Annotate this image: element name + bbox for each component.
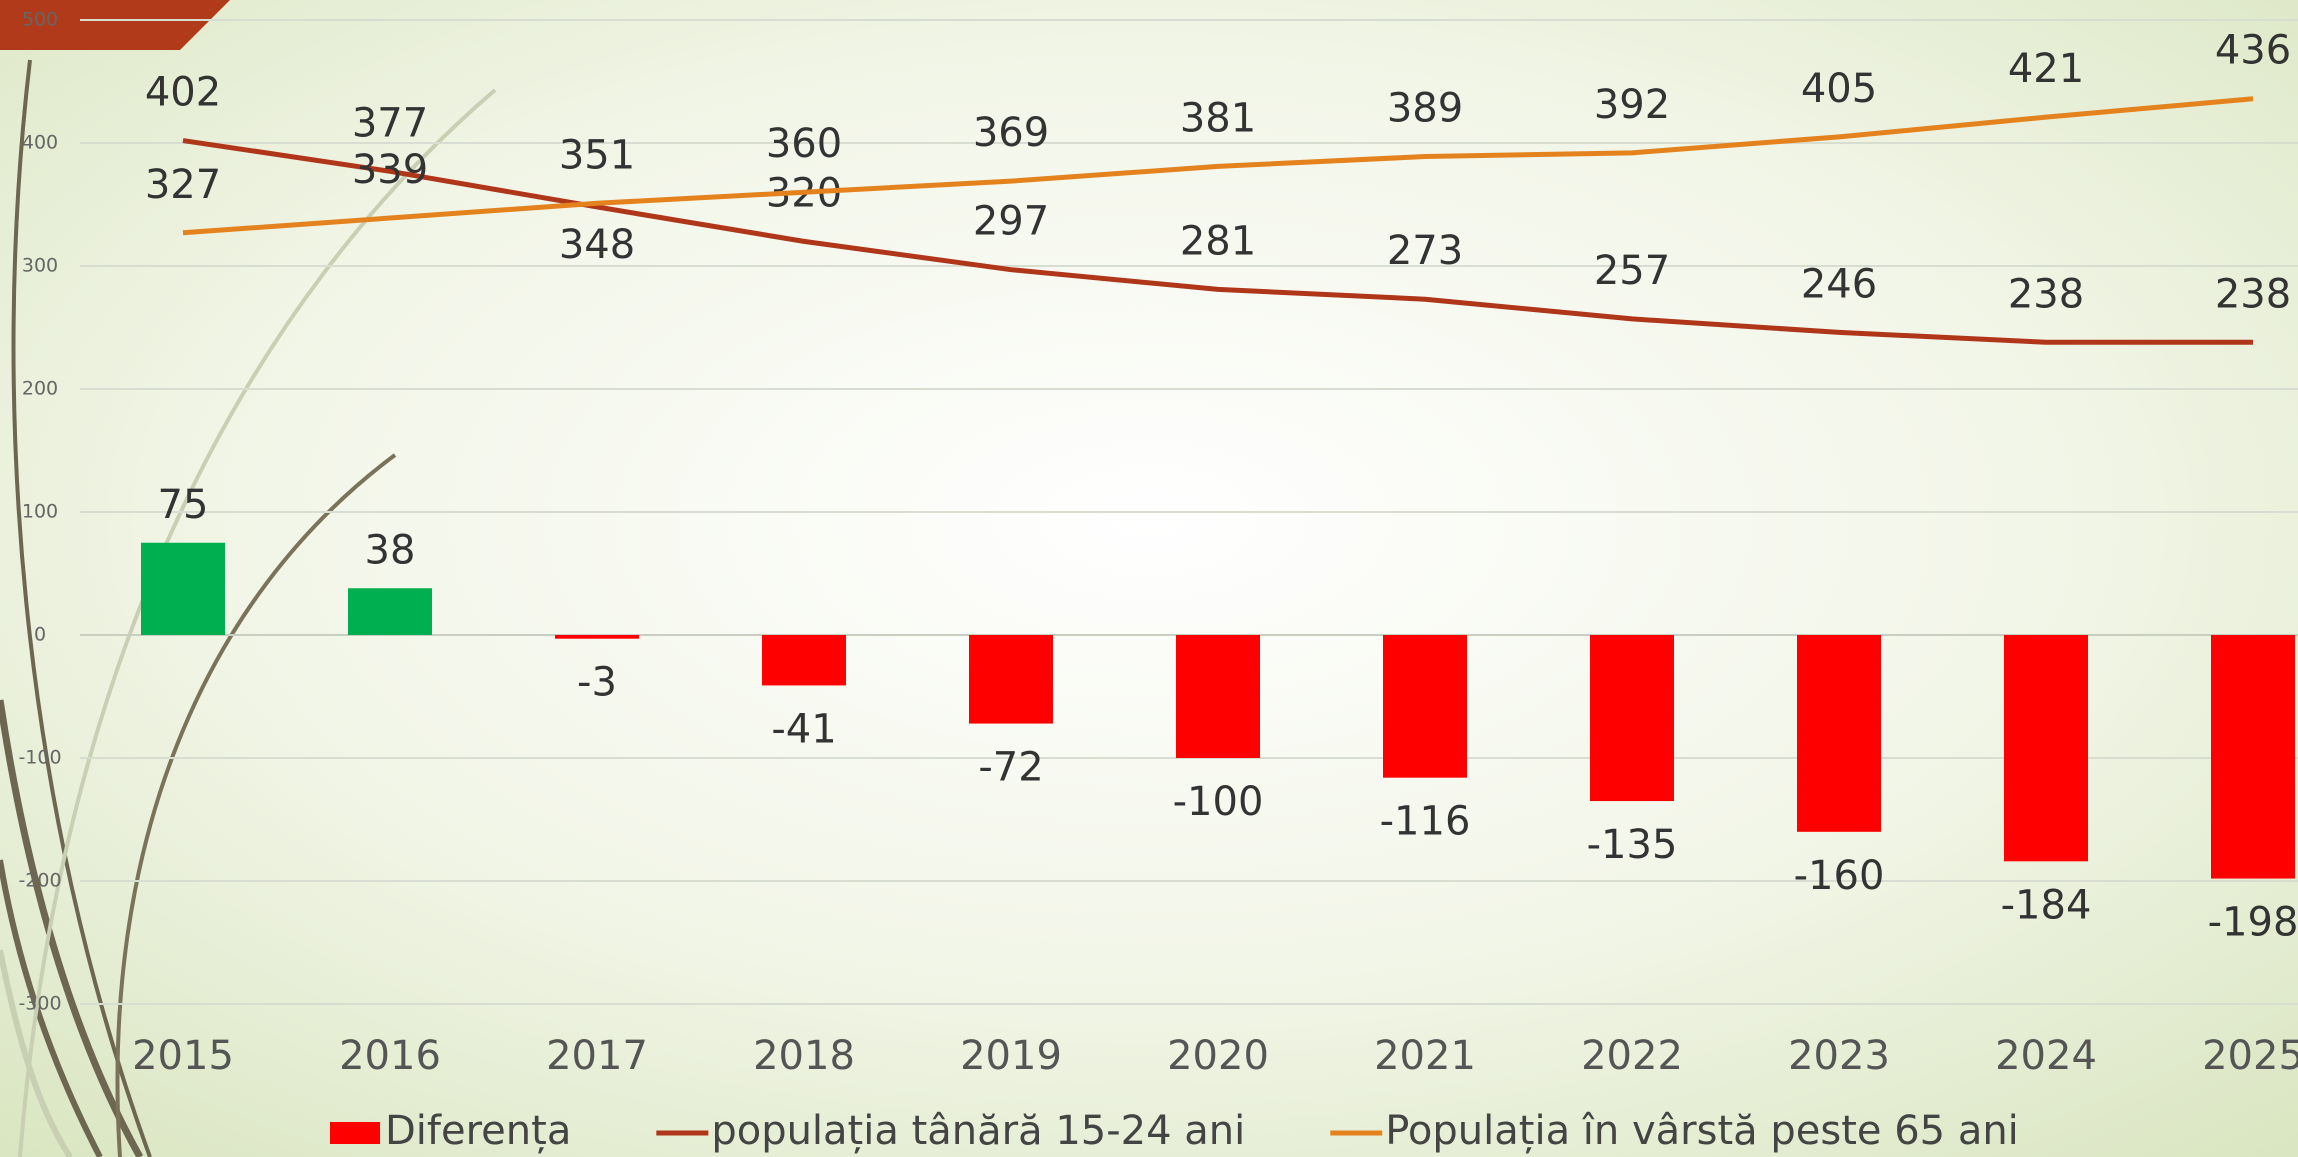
y-tick-label: -200 [18,870,61,892]
y-tick-label: 100 [22,501,58,523]
data-label: -198 [2208,900,2298,946]
data-label: 238 [2008,271,2084,317]
bar [969,635,1053,724]
legend-label: Diferența [385,1108,571,1154]
data-label: -116 [1380,799,1471,845]
data-label: 327 [145,162,221,208]
x-tick-label: 2015 [132,1033,234,1079]
bar [1797,635,1881,832]
data-label: 273 [1387,228,1463,274]
x-tick-label: 2022 [1581,1033,1683,1079]
data-label: 348 [559,222,635,268]
data-label: 405 [1801,66,1877,112]
data-label: 339 [352,147,428,193]
data-label: 392 [1594,82,1670,128]
data-label: 238 [2215,271,2291,317]
data-label: 369 [973,110,1049,156]
x-tick-label: 2025 [2202,1033,2298,1079]
data-label: 421 [2008,46,2084,92]
x-tick-label: 2021 [1374,1033,1476,1079]
data-label: -72 [978,745,1043,791]
x-tick-label: 2020 [1167,1033,1269,1079]
y-tick-label: -100 [18,747,61,769]
data-label: 381 [1180,95,1256,141]
data-label: 436 [2215,28,2291,74]
bar [1176,635,1260,758]
data-label: -135 [1587,822,1678,868]
page: {"chart_data": {"type": "bar", "categori… [0,0,2298,1157]
data-label: 297 [973,199,1049,245]
data-label: 351 [559,132,635,178]
data-label: 281 [1180,218,1256,264]
x-tick-label: 2019 [960,1033,1062,1079]
data-label: 377 [352,100,428,146]
legend-label: Populația în vârstă peste 65 ani [1385,1108,2019,1154]
bar [555,635,639,639]
y-tick-label: 400 [22,132,58,154]
data-label: 257 [1594,248,1670,294]
x-tick-label: 2017 [546,1033,648,1079]
data-label: -184 [2001,882,2092,928]
data-label: -3 [577,660,617,706]
y-tick-label: 500 [22,9,58,31]
data-label: 75 [158,482,209,528]
bar [2211,635,2295,879]
data-label: 360 [766,121,842,167]
y-tick-label: 300 [22,255,58,277]
bar [1590,635,1674,801]
bar [141,543,225,635]
data-label: 389 [1387,86,1463,132]
bar [762,635,846,685]
bar [1383,635,1467,778]
legend-label: populația tânără 15-24 ani [711,1108,1245,1154]
legend-swatch [330,1122,380,1144]
data-label: -160 [1794,853,1885,899]
x-tick-label: 2018 [753,1033,855,1079]
data-label: -41 [771,706,836,752]
x-tick-label: 2016 [339,1033,441,1079]
y-tick-label: -300 [18,993,61,1015]
data-label: 38 [365,527,416,573]
y-tick-label: 200 [22,378,58,400]
x-tick-label: 2023 [1788,1033,1890,1079]
data-label: -100 [1173,779,1264,825]
data-label: 402 [145,70,221,116]
bar [348,588,432,635]
x-tick-label: 2024 [1995,1033,2097,1079]
y-tick-label: 0 [34,624,46,646]
chart: -300 -200 -100 0 100 200 300 400 500 2015 2016 2017… [0,0,2298,1157]
data-label: 246 [1801,261,1877,307]
bar [2004,635,2088,861]
